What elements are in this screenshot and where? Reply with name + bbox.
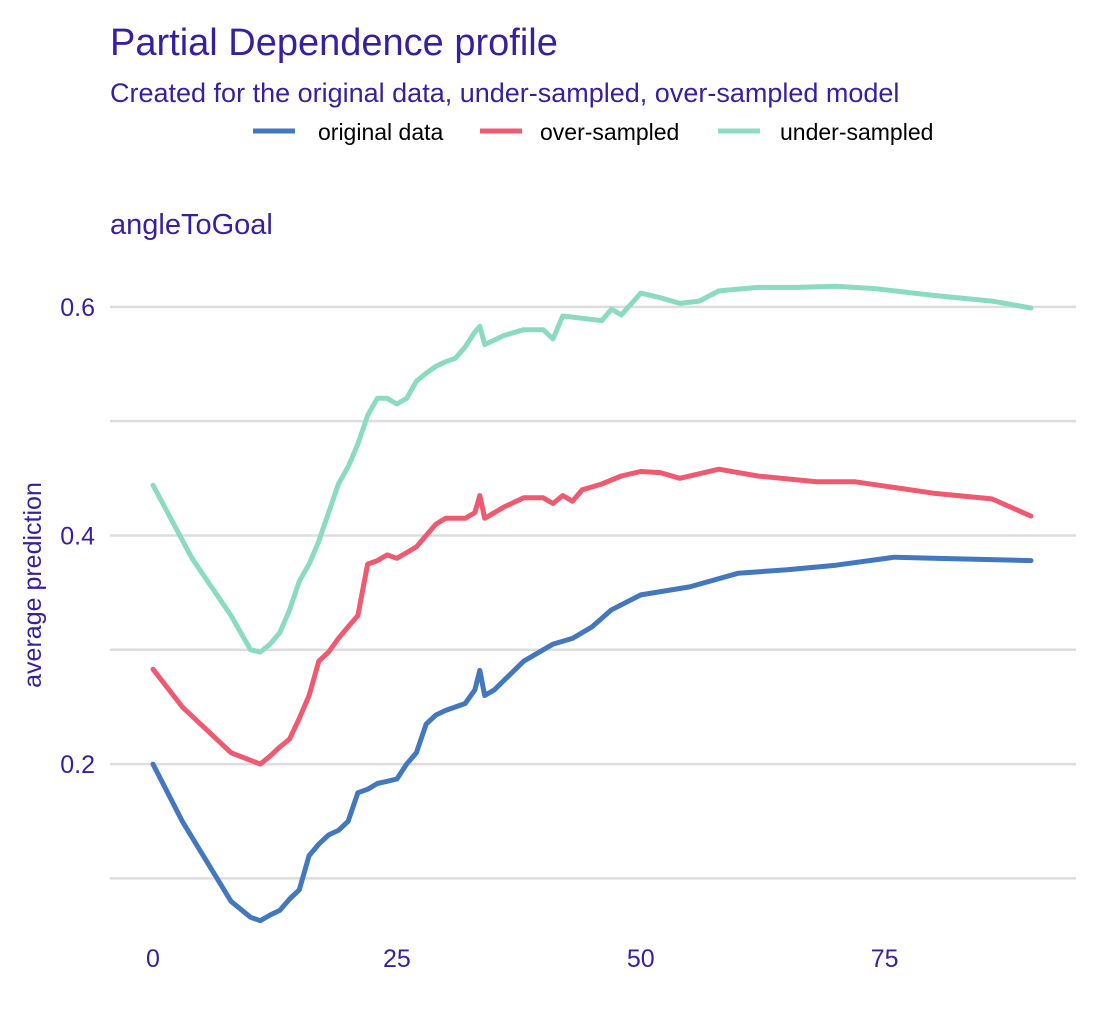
- x-tick-labels: 0 25 50 75: [146, 945, 899, 973]
- legend-label: under-sampled: [780, 119, 933, 145]
- y-tick-labels: 0.2 0.4 0.6: [60, 294, 95, 779]
- legend-label: over-sampled: [540, 119, 679, 145]
- x-tick-label: 25: [383, 945, 411, 973]
- legend-item: under-sampled: [718, 119, 933, 145]
- legend-label: original data: [318, 119, 444, 145]
- series-lines: [150, 283, 1034, 924]
- y-axis-label: average prediction: [19, 482, 47, 688]
- series-line-original-data: [150, 554, 1034, 924]
- legend-item: original data: [253, 119, 444, 145]
- chart-subtitle: Created for the original data, under-sam…: [110, 78, 899, 108]
- y-tick-label: 0.4: [60, 522, 95, 550]
- chart-title: Partial Dependence profile: [110, 22, 558, 64]
- y-tick-label: 0.6: [60, 294, 95, 322]
- y-tick-label: 0.2: [60, 751, 95, 779]
- legend: original data over-sampled under-sampled: [253, 119, 933, 145]
- facet-label: angleToGoal: [110, 209, 273, 241]
- x-tick-label: 0: [146, 945, 160, 973]
- series-line-under-sampled: [150, 283, 1034, 655]
- x-tick-label: 75: [871, 945, 899, 973]
- gridlines: [110, 305, 1076, 880]
- x-tick-label: 50: [627, 945, 655, 973]
- series-line-over-sampled: [150, 466, 1034, 767]
- legend-item: over-sampled: [480, 119, 679, 145]
